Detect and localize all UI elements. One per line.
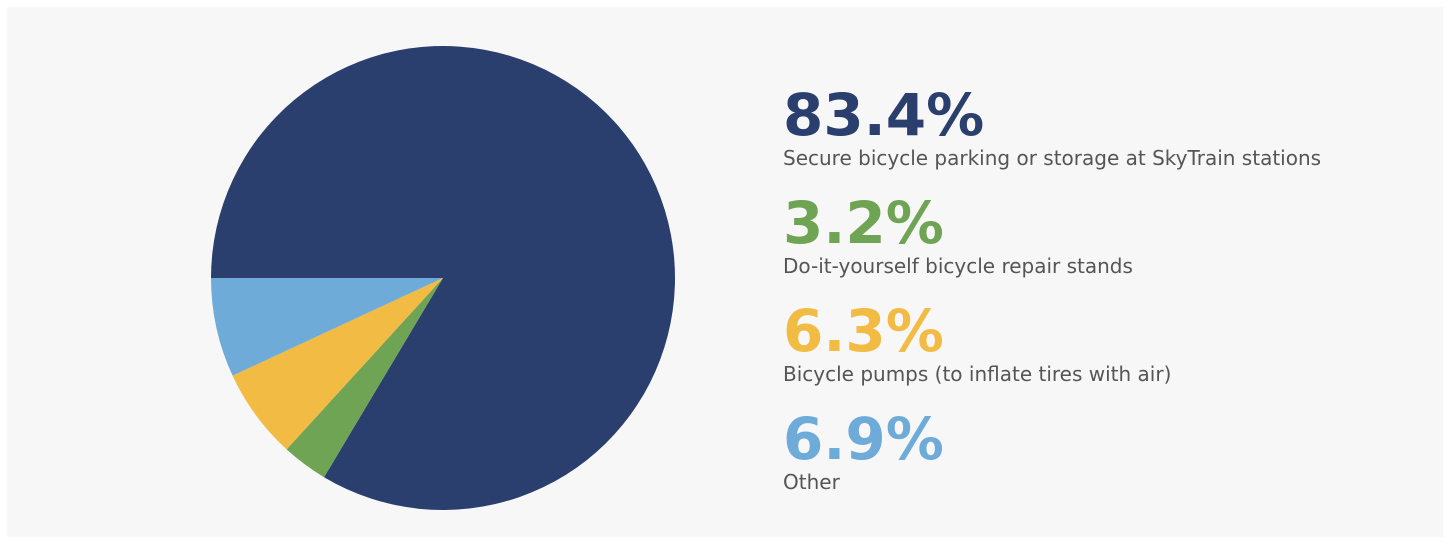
pie-slice xyxy=(211,46,675,511)
pie-slice xyxy=(286,278,443,478)
legend-label: Other xyxy=(783,470,841,494)
legend-value: 83.4% xyxy=(783,81,984,149)
legend-label: Do-it-yourself bicycle repair stands xyxy=(783,254,1133,278)
legend-value: 3.2% xyxy=(783,189,944,257)
pie-slice xyxy=(211,278,443,376)
legend-label: Secure bicycle parking or storage at Sky… xyxy=(783,146,1321,170)
legend-value: 6.3% xyxy=(783,297,944,365)
legend-value: 6.9% xyxy=(783,405,944,473)
pie-slice xyxy=(232,278,443,450)
legend-label: Bicycle pumps (to inflate tires with air… xyxy=(783,362,1171,386)
